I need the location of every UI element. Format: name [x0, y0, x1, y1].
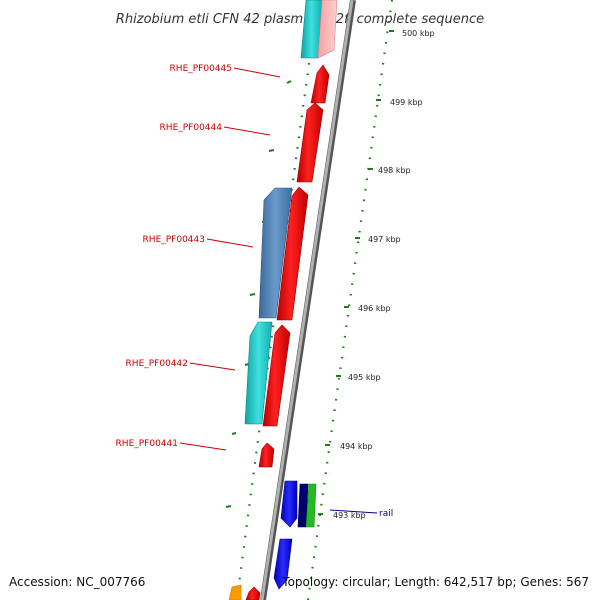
gene-label-rhe-pf00443[interactable]: RHE_PF00443 [143, 235, 205, 245]
cds-feature-orange[interactable] [228, 584, 242, 600]
cds-feature-forward-rhe-pf00443[interactable] [276, 186, 309, 321]
gene-label-leaders [179, 67, 281, 451]
kbp-label-497: 497 kbp [368, 235, 401, 244]
feature-label-leader-rail [329, 509, 378, 514]
accession-text: Accession: NC_007766 [9, 575, 145, 589]
kbp-label-496: 496 kbp [358, 304, 391, 313]
feature-label-rail[interactable]: rail [379, 509, 393, 519]
rna-feature-blue-lower[interactable] [273, 538, 293, 590]
cds-feature-forward-rhe-pf00444[interactable] [296, 102, 324, 183]
summary-text: Topology: circular; Length: 642,517 bp; … [281, 575, 589, 589]
rna-feature-blue[interactable] [280, 480, 298, 528]
kbp-label-494: 494 kbp [340, 442, 373, 451]
map-title: Rhizobium etli CFN 42 plasmid p42f, comp… [116, 12, 484, 27]
gene-label-rhe-pf00445[interactable]: RHE_PF00445 [170, 64, 232, 74]
gene-label-rhe-pf00442[interactable]: RHE_PF00442 [126, 359, 188, 369]
gene-label-rhe-pf00444[interactable]: RHE_PF00444 [160, 123, 223, 133]
rna-feature-green[interactable] [305, 483, 317, 528]
cds-feature-forward-rhe-pf00441[interactable] [258, 442, 275, 468]
kbp-label-498: 498 kbp [378, 166, 411, 175]
cds-feature-forward-rhe-pf00445[interactable] [310, 64, 330, 104]
kbp-ticks [318, 30, 394, 515]
kbp-label-493: 493 kbp [333, 511, 366, 520]
cds-feature-reverse-rhe-pf00443[interactable] [258, 187, 293, 319]
cds-feature-reverse-rhe-pf00442[interactable] [244, 321, 273, 425]
gc-content-track-inner [235, 0, 320, 600]
cds-feature-forward-rhe-pf00442[interactable] [262, 324, 291, 427]
cds-feature-forward-bottom[interactable] [245, 586, 261, 600]
cds-feature-forward[interactable] [317, 0, 338, 59]
gc-content-track-outer [306, 0, 394, 600]
gene-label-rhe-pf00441[interactable]: RHE_PF00441 [116, 439, 178, 449]
kbp-label-495: 495 kbp [348, 373, 381, 382]
kbp-label-499: 499 kbp [390, 98, 423, 107]
backbone [260, 0, 354, 600]
kbp-label-500: 500 kbp [402, 29, 435, 38]
